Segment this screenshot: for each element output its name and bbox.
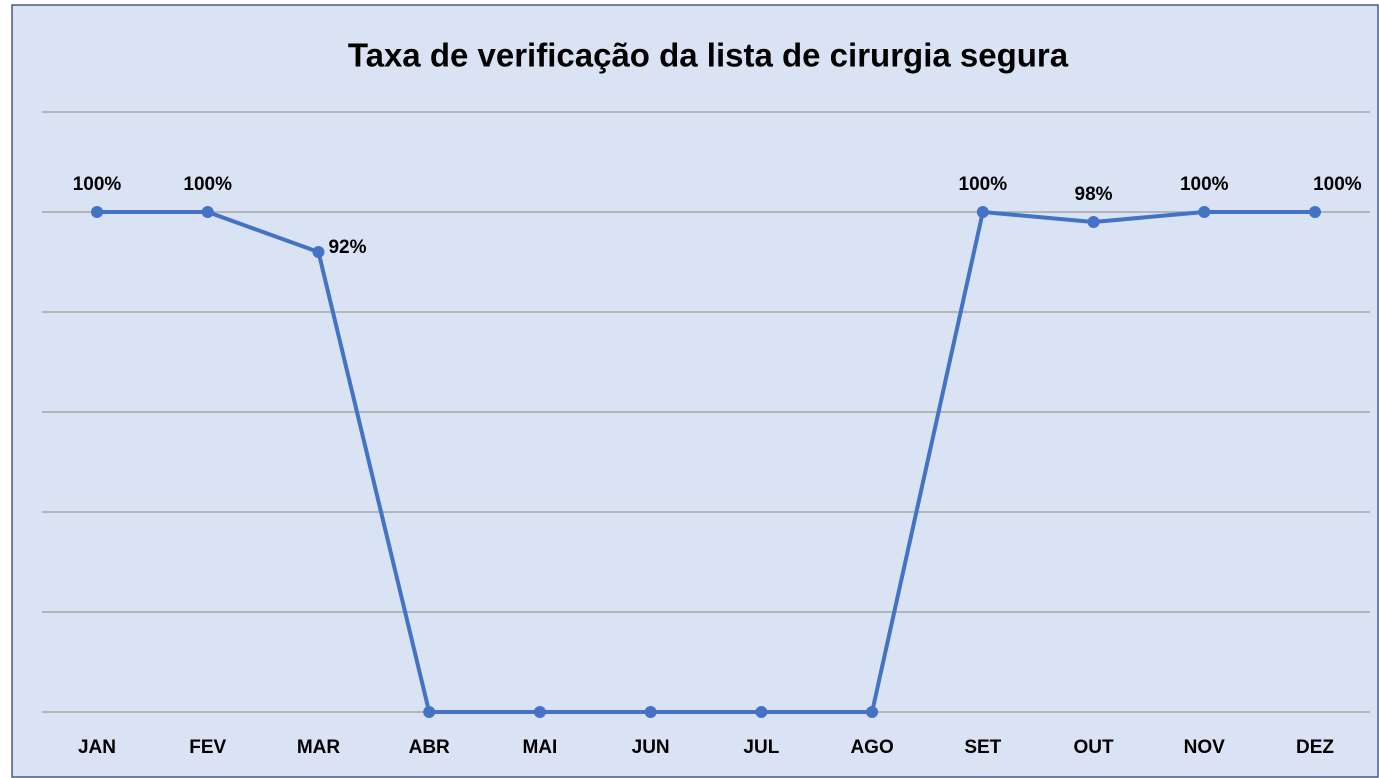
marker: [1198, 206, 1211, 218]
x-tick-label: OUT: [1073, 737, 1114, 758]
x-tick-label: SET: [964, 737, 1001, 758]
marker: [312, 246, 325, 258]
data-label: 100%: [73, 174, 122, 195]
x-tick-label: DEZ: [1296, 737, 1334, 758]
marker: [644, 706, 657, 718]
marker: [533, 706, 546, 718]
marker: [1087, 216, 1100, 228]
x-tick-label: JUN: [632, 737, 670, 758]
marker: [866, 706, 879, 718]
data-label: 100%: [959, 174, 1008, 195]
x-tick-label: AGO: [850, 737, 893, 758]
data-label: 100%: [1313, 174, 1362, 195]
marker: [201, 206, 214, 218]
data-label: 98%: [1075, 184, 1113, 205]
marker: [976, 206, 989, 218]
chart-area: [11, 4, 1379, 778]
x-tick-label: NOV: [1184, 737, 1226, 758]
data-label: 100%: [183, 174, 232, 195]
x-tick-label: MAR: [297, 737, 341, 758]
x-tick-label: FEV: [189, 737, 226, 758]
marker: [1309, 206, 1321, 218]
series-line: [97, 210, 1315, 714]
marker: [91, 206, 103, 218]
data-label: 92%: [328, 237, 366, 258]
x-tick-label: JAN: [78, 737, 116, 758]
x-tick-label: ABR: [409, 737, 450, 758]
data-label: 100%: [1180, 174, 1229, 195]
x-tick-label: JUL: [743, 737, 779, 758]
marker: [423, 706, 436, 718]
marker: [755, 706, 768, 718]
x-tick-label: MAI: [522, 737, 557, 758]
chart-title: Taxa de verificação da lista de cirurgia…: [348, 37, 1069, 74]
